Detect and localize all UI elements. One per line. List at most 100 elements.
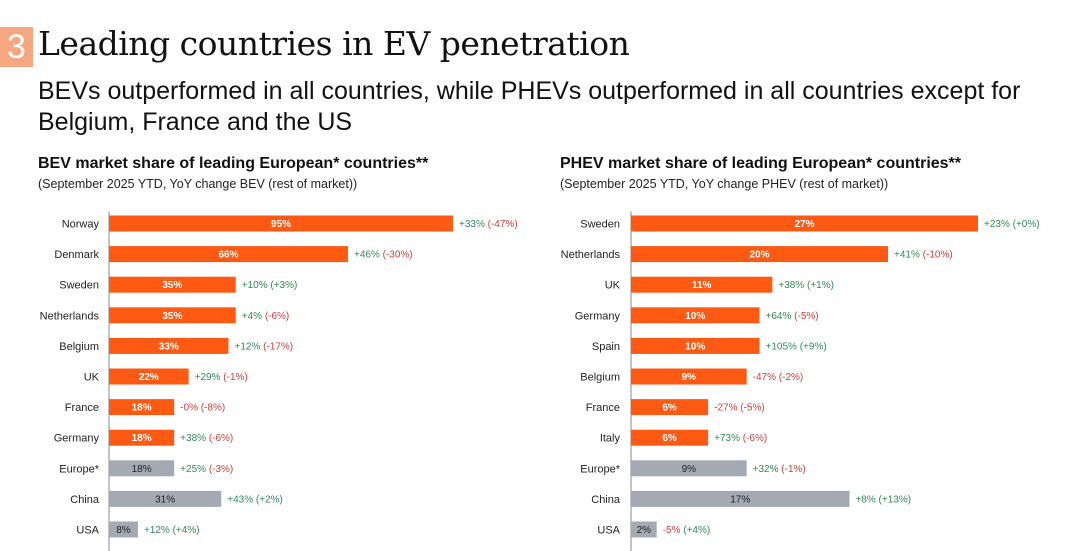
phev-bar xyxy=(631,460,747,477)
bev-value-label: 22% xyxy=(139,372,159,383)
phev-value-label: 9% xyxy=(682,464,697,475)
phev-category-label: Sweden xyxy=(580,219,620,231)
section-number: 3 xyxy=(0,27,33,67)
phev-bar xyxy=(631,246,889,263)
bev-value-label: 31% xyxy=(155,494,175,505)
phev-change-label: +105% (+9%) xyxy=(766,341,827,352)
phev-bar xyxy=(631,429,709,446)
phev-bar xyxy=(631,215,978,232)
bev-bar xyxy=(109,307,236,324)
phev-value-label: 6% xyxy=(662,433,677,444)
phev-bar xyxy=(631,307,760,324)
phev-category-label: France xyxy=(586,402,620,414)
bev-value-label: 18% xyxy=(132,464,152,475)
bev-yoy-change: +33% xyxy=(459,219,488,230)
bev-category-label: Belgium xyxy=(59,341,99,353)
bev-category-label: Germany xyxy=(54,433,100,445)
bev-change-label: +4% (-6%) xyxy=(242,311,290,322)
phev-category-label: UK xyxy=(605,280,621,292)
bev-rest-of-market-change: (+2%) xyxy=(256,494,283,505)
phev-yoy-change: +64% xyxy=(766,311,795,322)
bev-rest-of-market-change: (-8%) xyxy=(201,403,225,414)
bev-chart-subtitle: (September 2025 YTD, YoY change BEV (res… xyxy=(38,177,358,191)
phev-rest-of-market-change: (-5%) xyxy=(794,311,818,322)
bev-bar xyxy=(109,460,175,477)
phev-change-label: +32% (-1%) xyxy=(753,464,806,475)
bev-yoy-change: +29% xyxy=(195,372,224,383)
bev-change-label: +12% (+4%) xyxy=(144,525,200,536)
bev-rest-of-market-change: (+4%) xyxy=(173,525,200,536)
bev-bar xyxy=(109,246,348,263)
phev-rest-of-market-change: (+13%) xyxy=(879,494,912,505)
bev-rest-of-market-change: (-3%) xyxy=(209,464,233,475)
phev-rest-of-market-change: (+9%) xyxy=(800,341,827,352)
bev-bar xyxy=(109,429,175,446)
bev-bar xyxy=(109,521,138,538)
phev-change-label: +23% (+0%) xyxy=(984,219,1040,230)
bev-rest-of-market-change: (-30%) xyxy=(383,250,413,261)
phev-category-label: Italy xyxy=(600,433,621,445)
phev-change-label: +64% (-5%) xyxy=(766,311,819,322)
bev-value-label: 8% xyxy=(116,525,131,536)
bev-category-label: Denmark xyxy=(54,249,99,261)
phev-change-label: +73% (-6%) xyxy=(714,433,767,444)
bev-rest-of-market-change: (-6%) xyxy=(209,433,233,444)
phev-rest-of-market-change: (-10%) xyxy=(923,250,953,261)
phev-bar xyxy=(631,490,850,507)
phev-yoy-change: +105% xyxy=(766,341,800,352)
bev-yoy-change: +25% xyxy=(180,464,209,475)
bev-value-label: 66% xyxy=(218,250,238,261)
bev-bar xyxy=(109,215,453,232)
bev-category-label: Europe* xyxy=(59,463,99,475)
phev-yoy-change: -47% xyxy=(753,372,779,383)
bev-yoy-change: +10% xyxy=(242,280,271,291)
phev-change-label: +8% (+13%) xyxy=(855,494,911,505)
phev-yoy-change: +41% xyxy=(894,250,923,261)
bev-rest-of-market-change: (-47%) xyxy=(488,219,518,230)
phev-bar xyxy=(631,368,747,385)
phev-bar xyxy=(631,521,657,538)
bev-category-label: USA xyxy=(76,525,99,537)
phev-change-label: -5% (+4%) xyxy=(663,525,711,536)
bev-value-label: 35% xyxy=(162,311,182,322)
bev-bar xyxy=(109,276,236,293)
phev-change-label: +38% (+1%) xyxy=(778,280,834,291)
phev-rest-of-market-change: (+0%) xyxy=(1013,219,1040,230)
bev-yoy-change: +12% xyxy=(144,525,173,536)
phev-rest-of-market-change: (-1%) xyxy=(781,464,805,475)
phev-chart-subtitle: (September 2025 YTD, YoY change PHEV (re… xyxy=(560,177,889,191)
phev-yoy-change: +38% xyxy=(778,280,807,291)
phev-category-label: China xyxy=(591,494,621,506)
phev-value-label: 20% xyxy=(750,250,770,261)
bev-category-label: France xyxy=(65,402,99,414)
bev-yoy-change: +46% xyxy=(354,250,383,261)
phev-yoy-change: +32% xyxy=(753,464,782,475)
phev-value-label: 6% xyxy=(662,403,677,414)
bev-bar xyxy=(109,490,222,507)
bev-yoy-change: +4% xyxy=(242,311,265,322)
bev-change-label: +25% (-3%) xyxy=(180,464,233,475)
phev-category-label: USA xyxy=(597,525,620,537)
bev-change-label: +38% (-6%) xyxy=(180,433,233,444)
phev-category-label: Belgium xyxy=(580,372,620,384)
phev-chart-title: PHEV market share of leading European* c… xyxy=(560,155,962,172)
bev-category-label: Sweden xyxy=(59,280,99,292)
bev-change-label: -0% (-8%) xyxy=(180,403,225,414)
phev-change-label: -47% (-2%) xyxy=(753,372,804,383)
phev-value-label: 17% xyxy=(730,494,750,505)
phev-category-label: Spain xyxy=(592,341,620,353)
bev-change-label: +12% (-17%) xyxy=(234,341,293,352)
bev-bar xyxy=(109,337,229,354)
phev-value-label: 10% xyxy=(685,341,705,352)
bev-rest-of-market-change: (-6%) xyxy=(265,311,289,322)
phev-yoy-change: -5% xyxy=(663,525,684,536)
phev-category-label: Europe* xyxy=(580,463,620,475)
bev-change-label: +43% (+2%) xyxy=(227,494,283,505)
phev-category-label: Netherlands xyxy=(561,249,621,261)
bev-rest-of-market-change: (+3%) xyxy=(270,280,297,291)
phev-yoy-change: +73% xyxy=(714,433,743,444)
phev-value-label: 27% xyxy=(794,219,814,230)
bev-chart-title: BEV market share of leading European* co… xyxy=(38,155,429,172)
phev-value-label: 10% xyxy=(685,311,705,322)
